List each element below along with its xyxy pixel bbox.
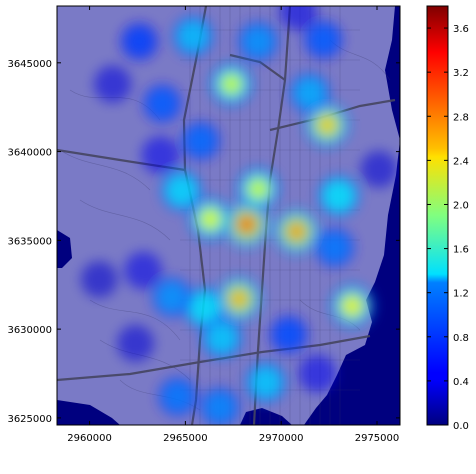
heat-hotspot [200, 208, 221, 230]
heat-hotspot [360, 150, 398, 188]
colorbar-tick-label: 0.0 [453, 421, 469, 432]
heat-hotspot [163, 381, 193, 412]
heat-hotspot [322, 180, 355, 212]
colorbar: 0.0 0.4 0.8 1.2 1.6 2.0 2.4 2.8 3.2 3.6 [426, 5, 469, 432]
heat-layer [80, 6, 398, 425]
colorbar-tick-label: 2.0 [453, 200, 469, 211]
x-tick-label: 2965000 [163, 433, 208, 444]
colorbar-tick-label: 1.2 [453, 289, 469, 300]
y-tick-label: 3640000 [7, 148, 52, 159]
heat-hotspot [285, 220, 308, 243]
heat-hotspot [274, 320, 304, 349]
x-axis: 2960000 2965000 2970000 2975000 [67, 6, 399, 444]
heat-hotspot [298, 354, 337, 393]
y-axis: 3625000 3630000 3635000 3640000 3645000 [7, 59, 400, 425]
heat-hotspot [177, 20, 209, 52]
colorbar-tick-label: 0.8 [453, 333, 469, 344]
heat-hotspot [235, 213, 258, 236]
map-plot-area [57, 6, 400, 425]
heat-hotspot [157, 282, 187, 313]
colorbar-ticks: 0.0 0.4 0.8 1.2 1.6 2.0 2.4 2.8 3.2 3.6 [427, 24, 469, 432]
water-body [57, 400, 120, 425]
heat-hotspot [148, 89, 177, 118]
heat-hotspot [117, 324, 155, 362]
colorbar-tick-label: 1.6 [453, 245, 469, 256]
colorbar-tick-label: 0.4 [453, 377, 469, 388]
heat-hotspot [141, 136, 180, 175]
y-tick-label: 3625000 [7, 414, 52, 425]
heat-hotspot [248, 178, 269, 199]
x-tick-label: 2960000 [67, 433, 112, 444]
heat-hotspot [125, 27, 154, 56]
heat-hotspot [294, 77, 326, 109]
x-tick-label: 2975000 [355, 433, 400, 444]
heat-hotspot [188, 292, 221, 324]
heat-hotspot [279, 6, 318, 31]
water-body [240, 408, 292, 425]
heat-hotspot [320, 232, 350, 263]
heat-hotspot [186, 126, 216, 156]
heat-hotspot [341, 295, 363, 317]
heat-hotspot [206, 322, 238, 354]
heat-hotspot [316, 114, 338, 136]
y-tick-label: 3635000 [7, 236, 52, 247]
plot-frame [56, 5, 401, 426]
heat-hotspot [93, 65, 132, 103]
heat-hotspot [221, 74, 242, 95]
water-body [57, 230, 72, 268]
heat-hotspot [124, 251, 163, 290]
heat-hotspot [309, 25, 338, 55]
heat-hotspot [228, 288, 250, 310]
heat-hotspot [205, 392, 235, 423]
colorbar-tick-label: 3.2 [453, 68, 469, 79]
x-tick-label: 2970000 [259, 433, 304, 444]
heat-hotspot [165, 174, 198, 207]
colorbar-tick-label: 2.4 [453, 156, 469, 167]
y-tick-label: 3630000 [7, 325, 52, 336]
colorbar-gradient [426, 5, 449, 426]
heat-hotspot [250, 366, 282, 398]
y-tick-label: 3645000 [7, 59, 52, 70]
heat-hotspot [80, 261, 118, 298]
colorbar-tick-label: 3.6 [453, 24, 469, 35]
heat-hotspot [243, 26, 274, 57]
colorbar-tick-label: 2.8 [453, 112, 469, 123]
